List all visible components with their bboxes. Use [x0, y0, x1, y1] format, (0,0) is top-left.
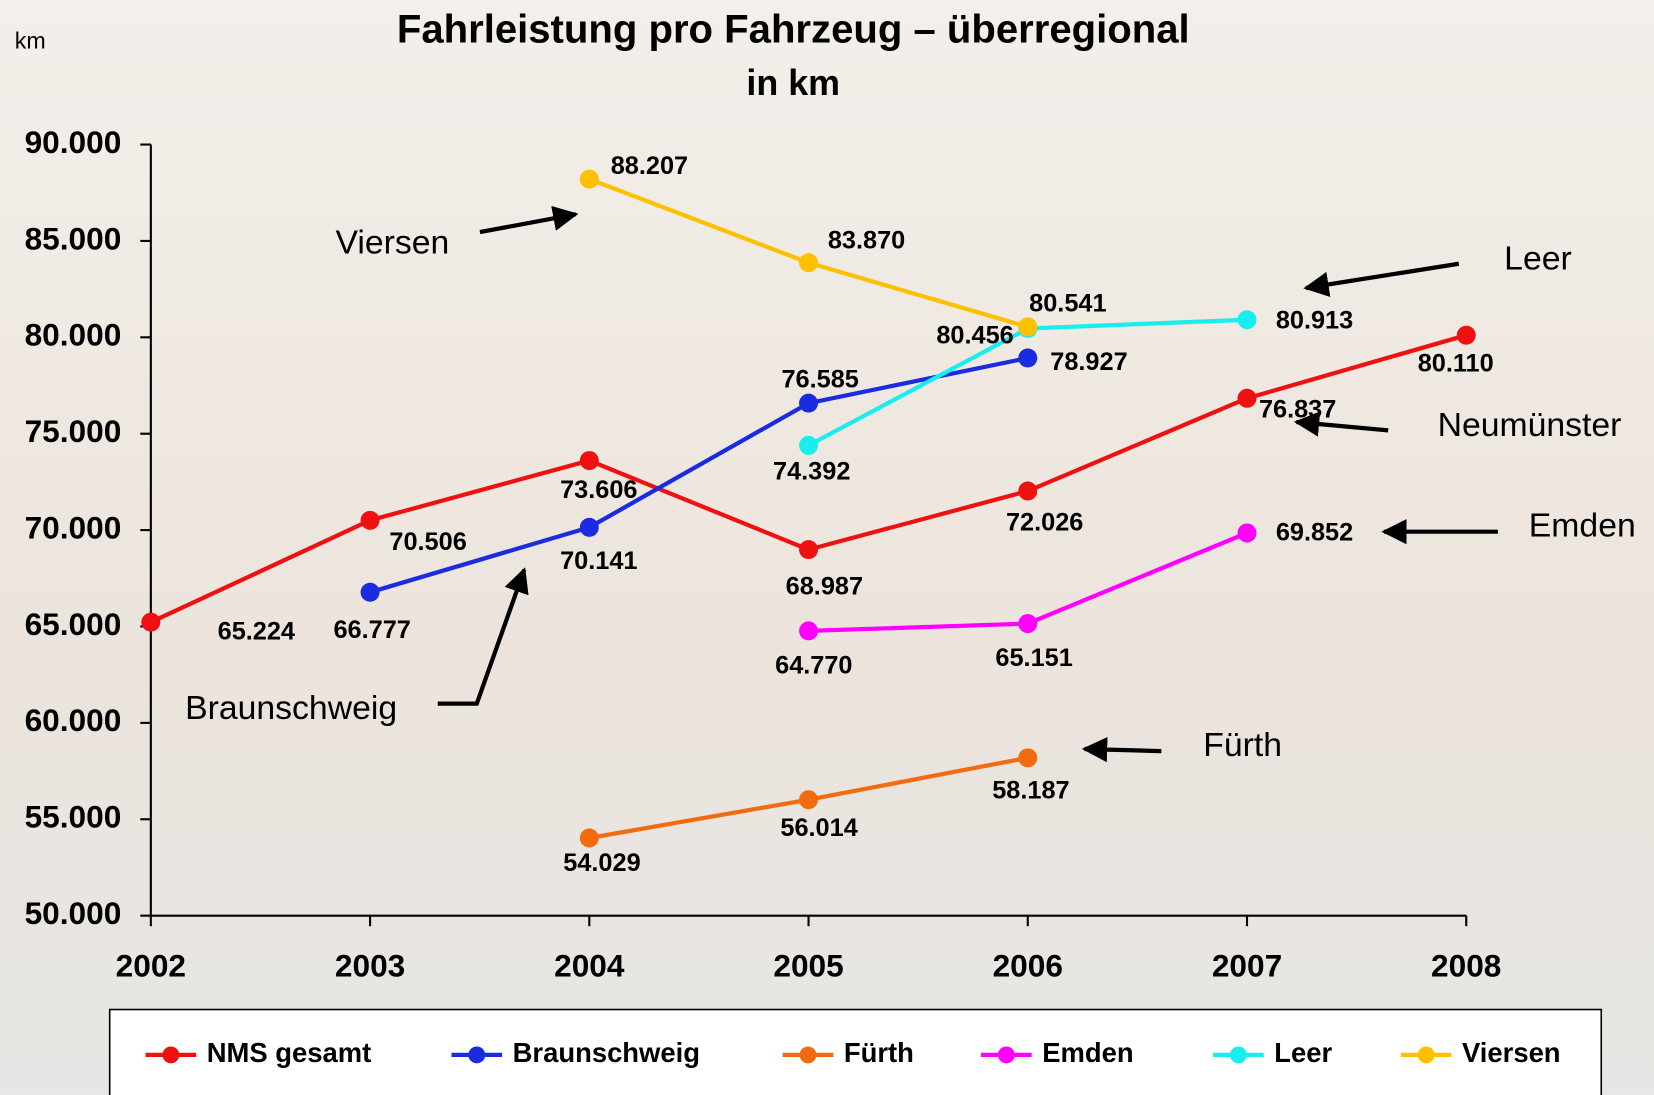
x-tick-label: 2008 [1431, 948, 1501, 984]
data-label: 69.852 [1276, 519, 1353, 547]
x-tick-label: 2006 [993, 948, 1063, 984]
x-tick-label: 2007 [1212, 948, 1282, 984]
y-tick-label: 80.000 [25, 317, 122, 353]
data-label: 76.585 [781, 366, 858, 394]
data-point [799, 435, 819, 455]
x-tick-label: 2004 [554, 948, 625, 984]
data-label: 66.777 [333, 616, 410, 644]
data-label: 58.187 [992, 776, 1069, 804]
data-point [360, 510, 380, 530]
data-point [360, 582, 380, 602]
legend-marker [799, 1046, 817, 1064]
data-label: 68.987 [786, 572, 863, 600]
data-point [799, 621, 819, 641]
data-label: 74.392 [773, 458, 850, 486]
legend-label: Braunschweig [513, 1037, 700, 1068]
legend-label: Viersen [1462, 1037, 1561, 1068]
legend-label: Emden [1042, 1037, 1133, 1068]
data-point [799, 540, 819, 560]
arrow [1293, 411, 1389, 437]
y-axis-label: km [15, 27, 46, 53]
annotation: Braunschweig [185, 689, 397, 727]
legend-marker [1229, 1046, 1247, 1064]
data-point [579, 517, 599, 537]
data-point [1018, 481, 1038, 501]
annotation: Leer [1504, 240, 1572, 278]
legend-label: Leer [1274, 1037, 1332, 1068]
y-tick-label: 85.000 [25, 220, 122, 256]
arrow [1081, 736, 1162, 763]
legend-marker [1417, 1046, 1435, 1064]
legend-label: Fürth [844, 1037, 914, 1068]
data-point [799, 790, 819, 810]
data-label: 76.837 [1259, 396, 1336, 424]
data-label: 80.110 [1418, 349, 1494, 377]
data-point [579, 828, 599, 848]
data-label: 65.224 [218, 617, 295, 645]
legend-marker [997, 1046, 1015, 1064]
data-point [1237, 310, 1257, 330]
annotation: Emden [1529, 506, 1636, 544]
annotation: Viersen [335, 224, 449, 262]
data-point [1018, 317, 1038, 337]
data-label: 70.141 [560, 547, 637, 575]
x-tick-label: 2003 [335, 948, 405, 984]
data-point [1237, 523, 1257, 543]
arrow [479, 205, 579, 235]
annotation: Fürth [1203, 726, 1282, 764]
x-tick-label: 2005 [773, 948, 843, 984]
data-label: 72.026 [1006, 508, 1083, 536]
data-label: 54.029 [563, 849, 640, 877]
legend-label: NMS gesamt [207, 1037, 371, 1068]
y-tick-label: 65.000 [25, 606, 122, 642]
legend-box [108, 1008, 1603, 1095]
data-label: 70.506 [389, 528, 466, 556]
data-label: 88.207 [611, 152, 688, 180]
y-tick-label: 90.000 [25, 124, 122, 160]
annotation: Neumünster [1438, 406, 1622, 444]
x-tick-label: 2002 [116, 948, 186, 984]
data-label: 65.151 [995, 644, 1072, 672]
data-label: 80.456 [936, 322, 1013, 350]
arrow [437, 567, 529, 706]
data-label: 80.913 [1276, 307, 1353, 335]
data-point [799, 393, 819, 413]
y-tick-label: 60.000 [25, 702, 122, 738]
data-point [579, 451, 599, 471]
legend-marker [468, 1046, 486, 1064]
legend-marker [162, 1046, 180, 1064]
data-point [1456, 325, 1476, 345]
series-line [369, 355, 1029, 595]
data-label: 83.870 [828, 226, 905, 254]
data-label: 56.014 [780, 814, 857, 842]
data-point [1018, 348, 1038, 368]
chart-title: Fahrleistung pro Fahrzeug – überregional [397, 7, 1190, 51]
y-tick-label: 70.000 [25, 509, 122, 545]
data-point [141, 612, 161, 632]
data-point [579, 169, 599, 189]
data-point [799, 253, 819, 273]
data-label: 78.927 [1050, 348, 1127, 376]
data-label: 80.541 [1029, 289, 1106, 317]
data-label: 64.770 [775, 651, 852, 679]
data-label: 73.606 [560, 476, 637, 504]
arrow [1303, 261, 1460, 297]
y-tick-label: 55.000 [25, 799, 122, 835]
y-tick-label: 75.000 [25, 413, 122, 449]
data-point [1018, 614, 1038, 634]
y-tick-label: 50.000 [25, 895, 122, 931]
data-point [1018, 748, 1038, 768]
data-point [1237, 388, 1257, 408]
chart-subtitle: in km [746, 63, 840, 103]
